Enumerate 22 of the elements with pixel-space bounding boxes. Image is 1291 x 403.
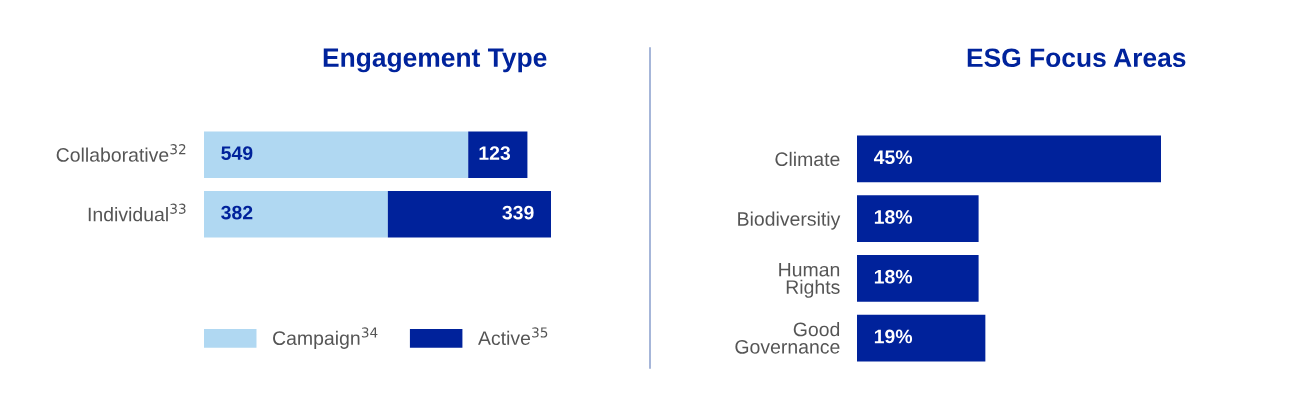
y-tick-label: Individual$^{33}$ bbox=[88, 203, 186, 222]
data-label: 18% bbox=[874, 210, 913, 224]
chart-title: ESG Focus Areas bbox=[967, 48, 1186, 68]
legend-label: Active$^{35}$ bbox=[478, 327, 548, 346]
y-tick-label: Biodiversitiy bbox=[738, 211, 841, 230]
chart-title: Engagement Type bbox=[323, 48, 547, 73]
data-label: 382 bbox=[221, 205, 253, 220]
bar bbox=[204, 131, 469, 178]
y-tick-label: Human Rights bbox=[779, 262, 840, 298]
data-label: 339 bbox=[502, 205, 534, 220]
y-tick-label: Good Governance bbox=[735, 322, 840, 354]
y-tick-label: Climate bbox=[775, 151, 840, 167]
y-tick-label: Collaborative$^{32}$ bbox=[56, 144, 186, 162]
data-label: 45% bbox=[873, 150, 913, 165]
data-label: 123 bbox=[479, 146, 511, 160]
legend-label: Campaign$^{34}$ bbox=[273, 327, 378, 349]
bar bbox=[468, 131, 528, 178]
bar bbox=[204, 191, 388, 238]
data-label: 549 bbox=[221, 146, 253, 160]
data-label: 18% bbox=[874, 269, 913, 284]
bar bbox=[387, 191, 551, 238]
data-label: 19% bbox=[874, 329, 913, 344]
